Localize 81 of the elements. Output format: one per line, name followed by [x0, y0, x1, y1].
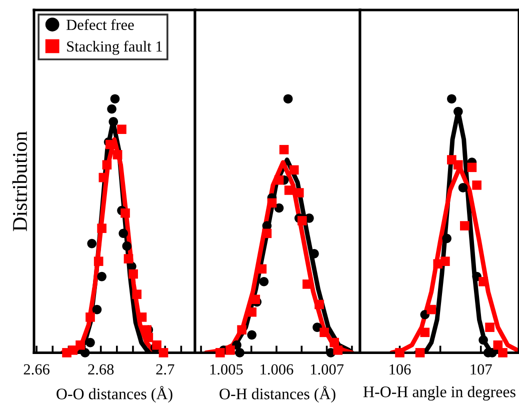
point [454, 106, 463, 116]
point [478, 276, 488, 286]
point [478, 335, 488, 345]
point [247, 307, 257, 317]
point [472, 180, 482, 190]
point [250, 294, 260, 304]
point [86, 338, 95, 348]
point [320, 328, 329, 338]
point [485, 322, 494, 332]
x-tick-label: 2.68 [88, 364, 114, 375]
point [106, 140, 115, 150]
point [97, 272, 106, 282]
point [333, 346, 343, 355]
point [102, 160, 112, 170]
point [226, 346, 235, 355]
point [284, 186, 294, 195]
point [259, 276, 269, 286]
point [420, 328, 430, 338]
x-axis-title: H-O-H angle in degrees [363, 386, 516, 401]
point [97, 224, 106, 233]
x-tick-label: 107 [470, 364, 492, 375]
point [112, 150, 122, 160]
point [107, 104, 116, 114]
point [493, 340, 503, 350]
point [426, 304, 436, 314]
point [467, 162, 477, 172]
point [108, 117, 118, 126]
x-tick-label: 1.007 [310, 364, 344, 375]
point [294, 188, 304, 198]
point [267, 198, 277, 208]
point [395, 348, 404, 358]
x-tick-label: 2.7 [156, 364, 174, 375]
point [247, 330, 257, 340]
point [137, 312, 147, 322]
legend-label: Defect free [66, 19, 134, 30]
x-tick-label: 1.006 [260, 364, 294, 375]
legend-label: Stacking fault 1 [67, 40, 162, 55]
x-tick-label: 2.66 [24, 364, 50, 375]
point [128, 269, 138, 279]
point [110, 94, 120, 104]
point [289, 165, 299, 175]
point [283, 94, 293, 104]
point [120, 208, 130, 218]
point [460, 221, 470, 230]
point [442, 234, 452, 244]
point [274, 175, 284, 185]
point [433, 259, 443, 269]
point [235, 348, 244, 358]
point [454, 160, 463, 170]
point [132, 290, 142, 299]
point [257, 264, 267, 274]
point [122, 241, 132, 251]
point [447, 94, 456, 104]
point [94, 256, 104, 266]
point [215, 348, 225, 358]
point [86, 312, 95, 322]
x-tick-label: 106 [390, 364, 411, 375]
point [144, 332, 154, 342]
point [118, 228, 128, 238]
point [237, 325, 246, 335]
point [297, 216, 307, 226]
point [458, 183, 468, 192]
point [80, 348, 90, 358]
point [87, 238, 97, 248]
point [152, 340, 162, 350]
point [98, 172, 108, 182]
point [498, 348, 508, 358]
point [314, 300, 324, 310]
x-tick-label: 1.005 [210, 364, 243, 375]
y-axis-title: Distribution [12, 131, 27, 232]
point [415, 348, 425, 358]
point [158, 348, 168, 358]
x-axis-title: O-H distances (Å) [220, 386, 336, 403]
point [68, 346, 78, 355]
x-axis-title: O-O distances (Å) [56, 386, 172, 403]
point [279, 144, 289, 154]
point [92, 304, 102, 314]
point [262, 228, 272, 238]
point [274, 203, 284, 213]
point [117, 124, 126, 134]
point [124, 254, 134, 264]
